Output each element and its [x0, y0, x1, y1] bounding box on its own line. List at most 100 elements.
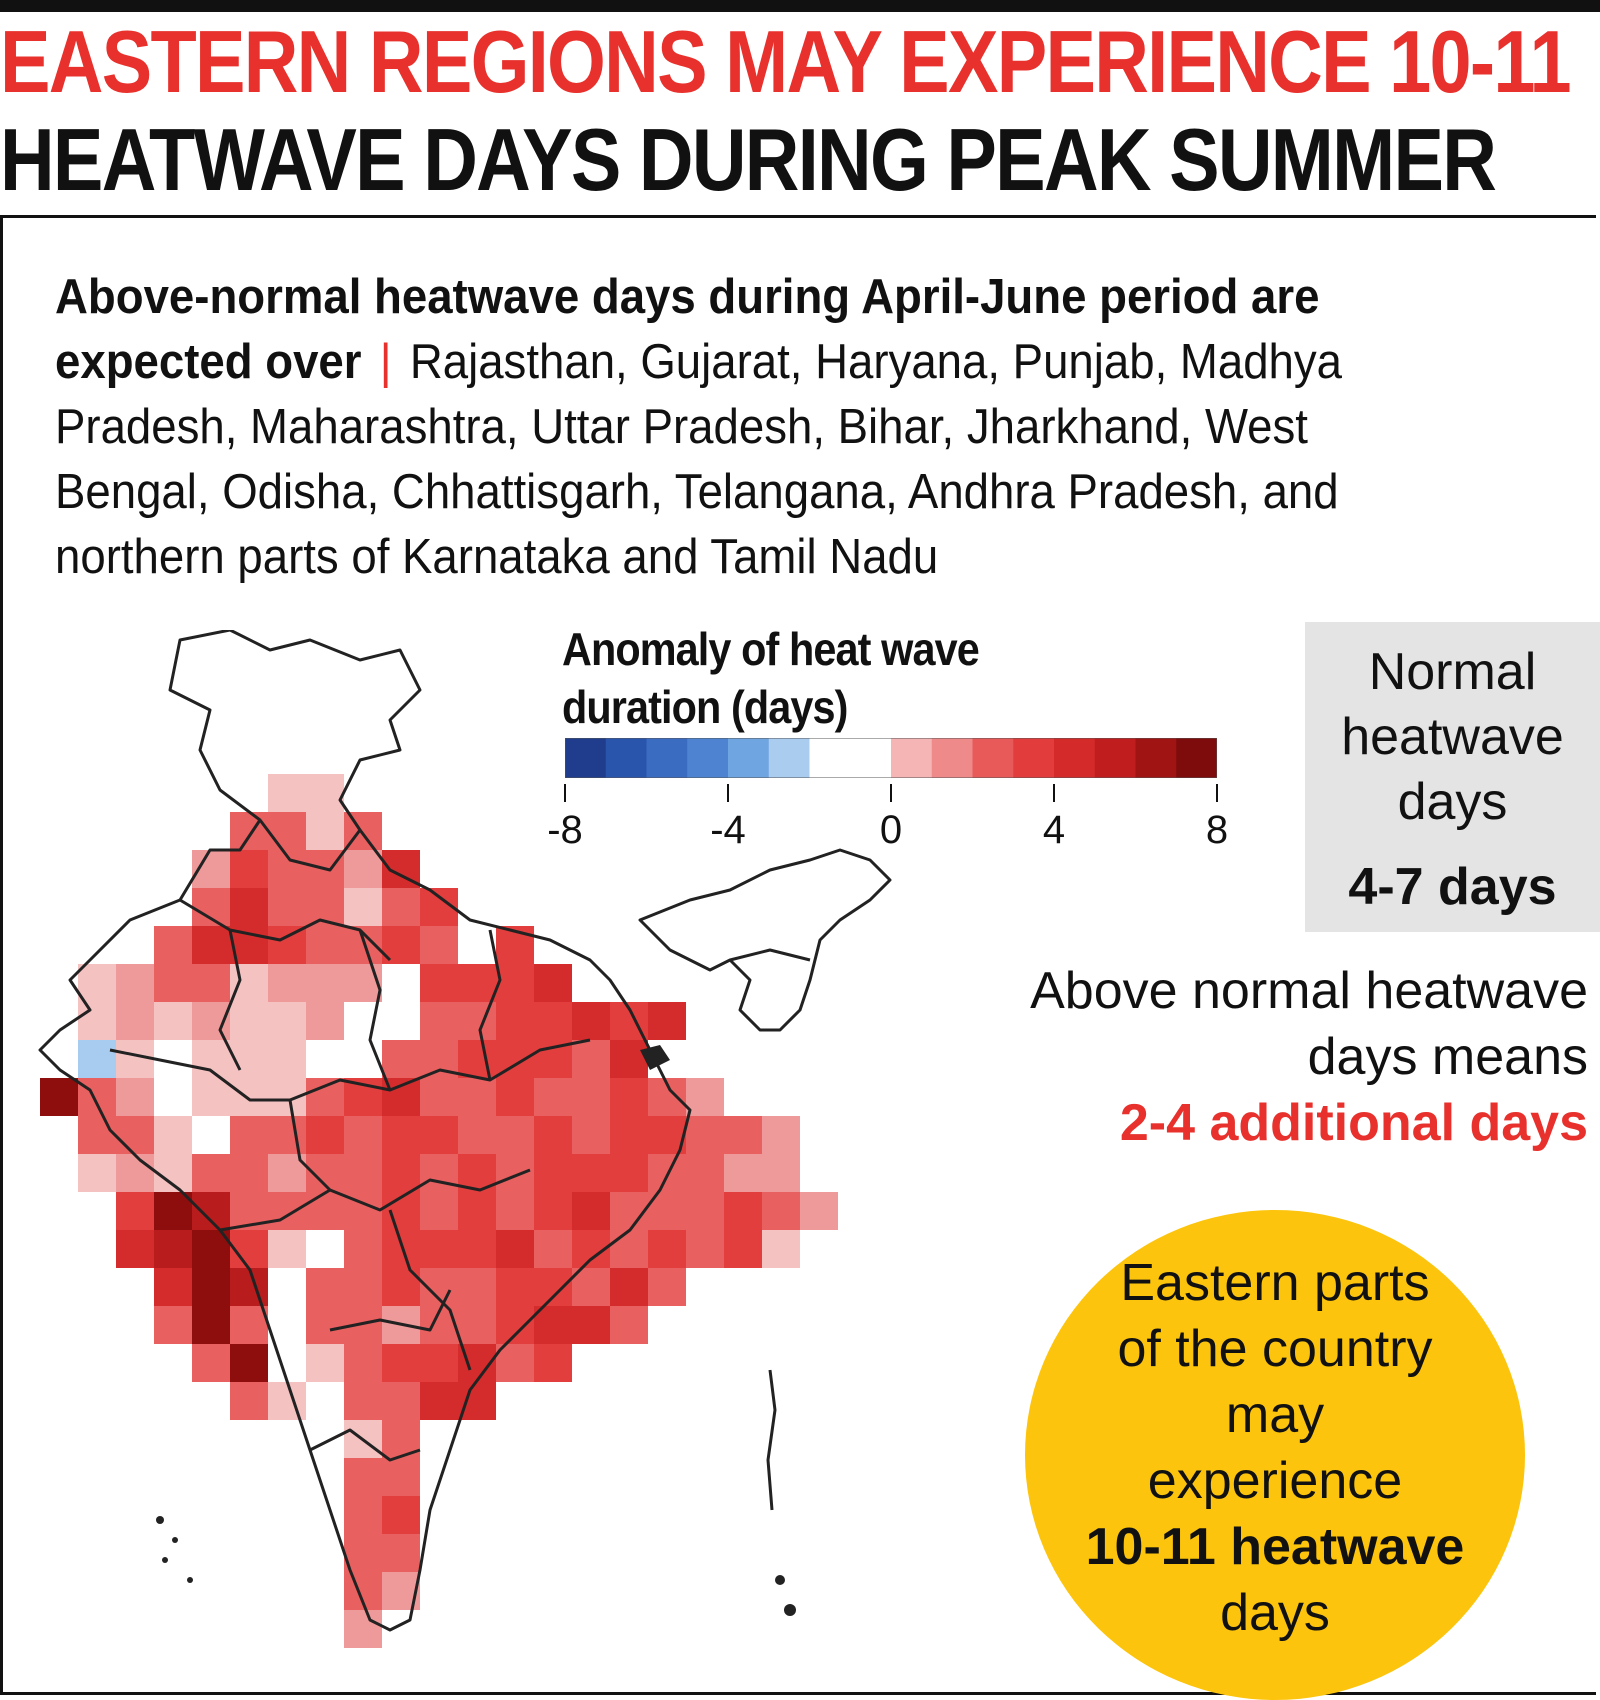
anomaly-cell: [382, 1344, 420, 1382]
anomaly-cell: [724, 1230, 762, 1268]
legend-tick-mark: [1216, 784, 1218, 802]
anomaly-cell: [534, 1154, 572, 1192]
anomaly-cell: [154, 926, 192, 964]
anomaly-cell: [420, 964, 458, 1002]
anomaly-cell: [78, 1040, 116, 1078]
anomaly-cell: [192, 1078, 230, 1116]
anomaly-cell: [116, 1192, 154, 1230]
above-normal-note: Above normal heatwave days means 2-4 add…: [1028, 958, 1588, 1156]
anomaly-cell: [610, 1116, 648, 1154]
anomaly-cell: [268, 926, 306, 964]
anomaly-cell: [344, 1496, 382, 1534]
headline: EASTERN REGIONS MAY EXPERIENCE 10-11 HEA…: [0, 18, 1600, 204]
anomaly-cell: [268, 1268, 306, 1306]
anomaly-cell: [154, 1268, 192, 1306]
above-normal-value: 2-4 additional days: [1119, 1094, 1588, 1152]
anomaly-cell: [458, 1268, 496, 1306]
anomaly-cell: [572, 1002, 610, 1040]
anomaly-cell: [420, 1382, 458, 1420]
anomaly-cell: [192, 1306, 230, 1344]
anomaly-cell: [496, 1268, 534, 1306]
anomaly-cell: [496, 1154, 534, 1192]
anomaly-cell: [268, 812, 306, 850]
anomaly-cell: [306, 1382, 344, 1420]
colorbar-swatch: [565, 738, 607, 778]
lakshadweep-dot: [162, 1557, 168, 1563]
anomaly-cell: [610, 1306, 648, 1344]
anomaly-cell: [116, 1230, 154, 1268]
anomaly-cell: [686, 1192, 724, 1230]
anomaly-cell: [344, 1268, 382, 1306]
anomaly-cell: [420, 1154, 458, 1192]
colorbar-swatch: [646, 738, 688, 778]
anomaly-cell: [344, 964, 382, 1002]
anomaly-cell: [306, 964, 344, 1002]
anomaly-cell: [230, 1116, 268, 1154]
anomaly-cell: [230, 1002, 268, 1040]
anomaly-cell: [268, 1040, 306, 1078]
normal-days-value: 4-7 days: [1348, 858, 1557, 916]
lakshadweep-dot: [156, 1516, 164, 1524]
intro-regions: Rajasthan, Gujarat, Haryana, Punjab, Mad…: [55, 335, 1343, 584]
anomaly-cell: [344, 888, 382, 926]
outline-state-9: [329, 1289, 452, 1332]
eastern-callout-circle: Eastern parts of the country may experie…: [1025, 1210, 1525, 1700]
anomaly-cell: [192, 1154, 230, 1192]
anomaly-cell: [230, 1268, 268, 1306]
anomaly-cell: [306, 1230, 344, 1268]
anomaly-cell: [610, 1154, 648, 1192]
legend-tick-label: 4: [1042, 808, 1066, 852]
anomaly-cell: [458, 1192, 496, 1230]
anomaly-cell: [192, 1344, 230, 1382]
anomaly-cell: [724, 1192, 762, 1230]
anomaly-cell: [154, 964, 192, 1002]
anomaly-cell: [268, 1306, 306, 1344]
anomaly-cell: [268, 964, 306, 1002]
anomaly-cell: [268, 1382, 306, 1420]
lakshadweep-dot: [187, 1577, 193, 1583]
anomaly-cell: [534, 1306, 572, 1344]
callout-tail: days: [1220, 1584, 1330, 1642]
anomaly-cell: [496, 1344, 534, 1382]
outline-northeast-2: [729, 948, 811, 962]
anomaly-cell: [306, 812, 344, 850]
outline-state-4: [358, 929, 392, 1091]
outline-state-2: [109, 1038, 591, 1102]
colorbar-swatch: [605, 738, 647, 778]
colorbar-swatch: [768, 738, 810, 778]
colorbar-swatch: [1135, 738, 1177, 778]
anomaly-cell: [382, 1458, 420, 1496]
anomaly-cell: [496, 1306, 534, 1344]
content-panel: [0, 215, 1596, 1695]
lakshadweep-dot: [172, 1537, 178, 1543]
anomaly-cell: [534, 1002, 572, 1040]
colorbar-swatch: [891, 738, 933, 778]
headline-line-1: EASTERN REGIONS MAY EXPERIENCE 10-11: [0, 12, 1572, 111]
legend-tick-label: 0: [879, 808, 903, 852]
headline-line-2: HEATWAVE DAYS DURING PEAK SUMMER: [0, 110, 1497, 209]
colorbar-swatch: [931, 738, 973, 778]
anomaly-cell: [458, 1078, 496, 1116]
anomaly-cell: [534, 1078, 572, 1116]
nicobar-dot: [784, 1604, 796, 1616]
legend-title: Anomaly of heat wave duration (days): [562, 623, 980, 733]
anomaly-cell: [496, 1078, 534, 1116]
anomaly-cell: [154, 1306, 192, 1344]
legend-tick-label: 8: [1205, 808, 1229, 852]
outline-state-5: [478, 929, 502, 1081]
anomaly-cell: [496, 1116, 534, 1154]
intro-paragraph: Above-normal heatwave days during April-…: [55, 265, 1459, 590]
anomaly-cell: [534, 1116, 572, 1154]
anomaly-cell: [762, 1192, 800, 1230]
anomaly-cell: [382, 1382, 420, 1420]
anomaly-cell: [268, 1344, 306, 1382]
anomaly-cell: [534, 1192, 572, 1230]
anomaly-cell: [610, 1268, 648, 1306]
anomaly-cell: [458, 1306, 496, 1344]
legend-tick-label: -4: [710, 808, 746, 852]
anomaly-cell: [344, 1040, 382, 1078]
anomaly-cell: [534, 1268, 572, 1306]
anomaly-cell: [382, 1496, 420, 1534]
anomaly-cell: [344, 1534, 382, 1572]
colorbar-swatch: [1176, 738, 1217, 778]
